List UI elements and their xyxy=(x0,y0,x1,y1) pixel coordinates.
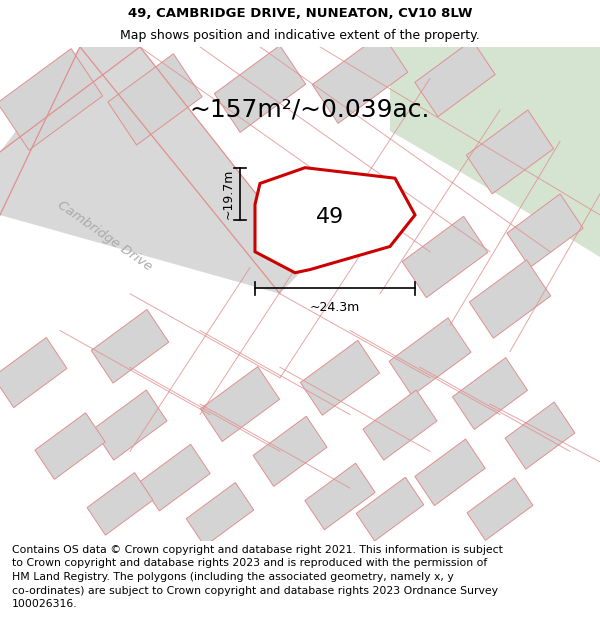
Polygon shape xyxy=(35,412,105,479)
Polygon shape xyxy=(0,49,103,150)
Text: Cambridge Drive: Cambridge Drive xyxy=(55,199,155,274)
Polygon shape xyxy=(507,194,583,268)
Polygon shape xyxy=(390,47,600,257)
Text: Contains OS data © Crown copyright and database right 2021. This information is : Contains OS data © Crown copyright and d… xyxy=(12,545,503,609)
Text: Map shows position and indicative extent of the property.: Map shows position and indicative extent… xyxy=(120,29,480,42)
Polygon shape xyxy=(415,439,485,506)
Text: ~157m²/~0.039ac.: ~157m²/~0.039ac. xyxy=(190,98,430,122)
Polygon shape xyxy=(466,110,554,194)
Polygon shape xyxy=(255,168,415,272)
Text: ~24.3m: ~24.3m xyxy=(310,301,360,314)
Text: 49: 49 xyxy=(316,207,344,227)
Polygon shape xyxy=(0,47,310,294)
Text: ~19.7m: ~19.7m xyxy=(222,169,235,219)
Polygon shape xyxy=(415,40,495,117)
Polygon shape xyxy=(305,463,375,530)
Polygon shape xyxy=(356,478,424,541)
Polygon shape xyxy=(301,341,380,415)
Polygon shape xyxy=(402,216,488,298)
Polygon shape xyxy=(363,390,437,460)
Text: 49, CAMBRIDGE DRIVE, NUNEATON, CV10 8LW: 49, CAMBRIDGE DRIVE, NUNEATON, CV10 8LW xyxy=(128,7,472,19)
Polygon shape xyxy=(214,46,305,132)
Polygon shape xyxy=(186,482,254,546)
Polygon shape xyxy=(469,260,551,338)
Polygon shape xyxy=(93,390,167,460)
Polygon shape xyxy=(0,338,67,408)
Polygon shape xyxy=(108,54,202,145)
Polygon shape xyxy=(467,478,533,541)
Polygon shape xyxy=(140,444,210,511)
Polygon shape xyxy=(200,367,280,441)
Polygon shape xyxy=(505,402,575,469)
Polygon shape xyxy=(253,416,327,486)
Polygon shape xyxy=(389,318,471,396)
Polygon shape xyxy=(91,309,169,383)
Polygon shape xyxy=(312,33,408,123)
Polygon shape xyxy=(87,472,153,535)
Polygon shape xyxy=(452,357,527,429)
